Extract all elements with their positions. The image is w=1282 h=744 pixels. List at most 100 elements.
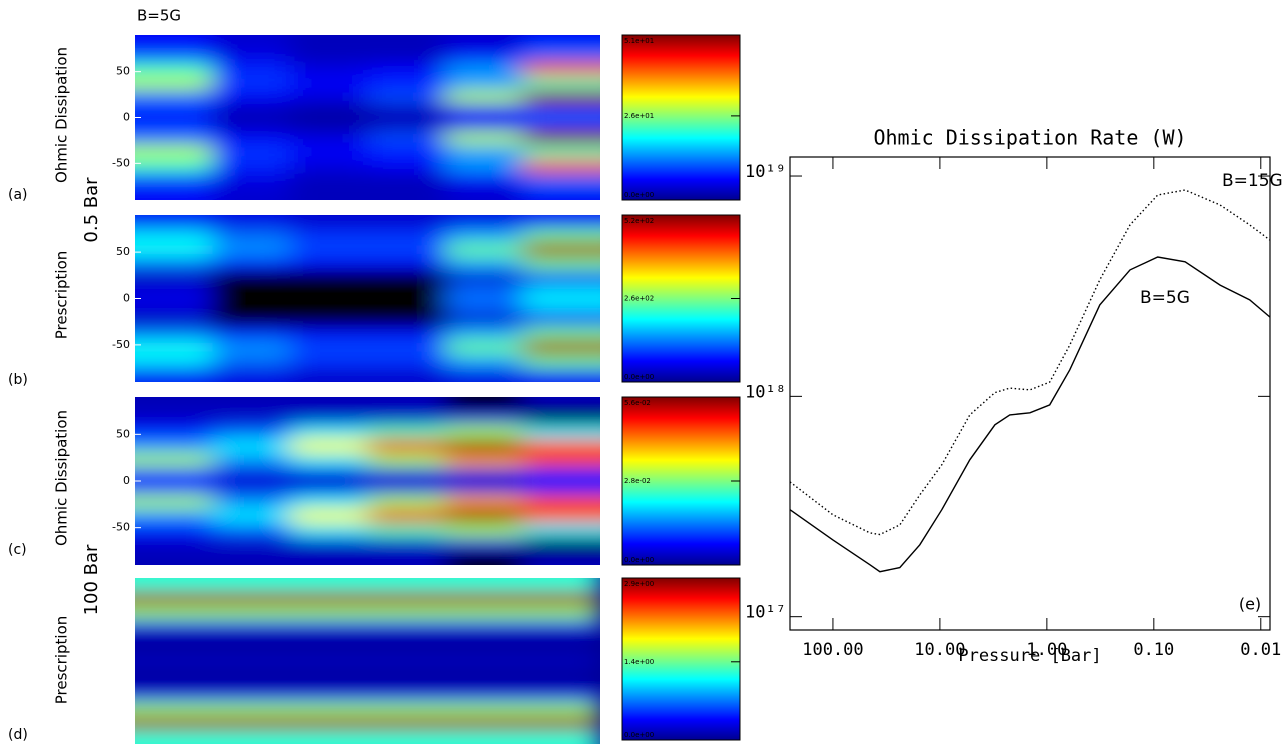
cell (445, 172, 523, 187)
cell (522, 551, 600, 565)
masked-cell (445, 551, 523, 565)
cell (445, 103, 523, 118)
cell (522, 340, 600, 355)
cell (290, 439, 368, 454)
cell (135, 256, 213, 272)
cell (367, 76, 446, 91)
cell (212, 103, 291, 118)
cell (135, 495, 213, 510)
cell (367, 172, 446, 187)
x-tick-label: 100.00 (802, 640, 863, 660)
cell (367, 354, 446, 369)
cell (445, 411, 523, 426)
cell (290, 397, 368, 412)
cell (367, 481, 446, 496)
cell (135, 48, 213, 63)
cell (290, 215, 368, 230)
cell (367, 467, 446, 482)
cell (445, 340, 523, 355)
cell (290, 368, 368, 382)
cell (445, 495, 523, 510)
cell (445, 215, 523, 230)
cell (135, 578, 600, 593)
cell (522, 439, 600, 454)
cell (135, 172, 213, 187)
cell (445, 90, 523, 105)
cell (367, 495, 446, 510)
cell (212, 397, 291, 412)
colorbar-tick-label: 0.0e+00 (624, 191, 654, 199)
y-tick-label: 0 (123, 292, 130, 305)
colorbar (621, 396, 741, 566)
series-label: B=15G (1222, 171, 1282, 191)
cell (135, 439, 213, 454)
cell (212, 228, 291, 244)
cell (522, 425, 600, 440)
cell (367, 509, 446, 524)
cell (290, 186, 368, 200)
cell (522, 312, 600, 327)
colorbar-tick-label: 5.6e-02 (624, 399, 651, 407)
cell (522, 186, 600, 200)
cell (367, 145, 446, 160)
cell (445, 368, 523, 382)
cell (135, 467, 213, 482)
cell (290, 340, 368, 355)
cell (290, 228, 368, 244)
cell (212, 537, 291, 552)
cells (135, 578, 600, 744)
cell (135, 90, 213, 105)
colorbar-tick-label: 1.4e+00 (624, 658, 654, 666)
cell (135, 425, 213, 440)
cell (445, 35, 523, 50)
cell (445, 537, 523, 552)
cell (290, 537, 368, 552)
cell (135, 76, 213, 91)
cell (367, 256, 446, 272)
masked-cell (367, 270, 446, 286)
cell (290, 131, 368, 146)
cell (135, 368, 213, 382)
heatmap (135, 578, 600, 744)
cell (135, 35, 213, 50)
cell (135, 131, 213, 146)
cell (522, 145, 600, 160)
cell (135, 242, 213, 258)
masked-cell (290, 298, 368, 313)
cell (135, 647, 600, 662)
cell (212, 368, 291, 382)
cell (445, 242, 523, 258)
cell (135, 688, 600, 703)
cell (367, 62, 446, 77)
x-tick-label: 0.10 (1133, 640, 1174, 660)
cell (522, 298, 600, 313)
heatmap (135, 35, 600, 200)
cell (445, 439, 523, 454)
cell (445, 131, 523, 146)
cell (135, 117, 213, 132)
cell (445, 509, 523, 524)
series-label: B=5G (1140, 288, 1190, 308)
cell (522, 158, 600, 173)
cell (367, 90, 446, 105)
cell (135, 270, 213, 286)
cell (445, 186, 523, 200)
cell (367, 158, 446, 173)
cell (367, 326, 446, 341)
cell (135, 509, 213, 524)
cell (522, 368, 600, 382)
cell (445, 48, 523, 63)
panel-label: (b) (8, 372, 28, 388)
y-tick-label: 0 (123, 474, 130, 487)
cell (290, 117, 368, 132)
cell (367, 551, 446, 565)
cell (522, 228, 600, 244)
cell (290, 467, 368, 482)
cell (212, 145, 291, 160)
cell (212, 326, 291, 341)
cell (212, 467, 291, 482)
colorbar-tick-label: 0.0e+00 (624, 373, 654, 381)
cell (135, 523, 213, 538)
cell (135, 591, 600, 607)
